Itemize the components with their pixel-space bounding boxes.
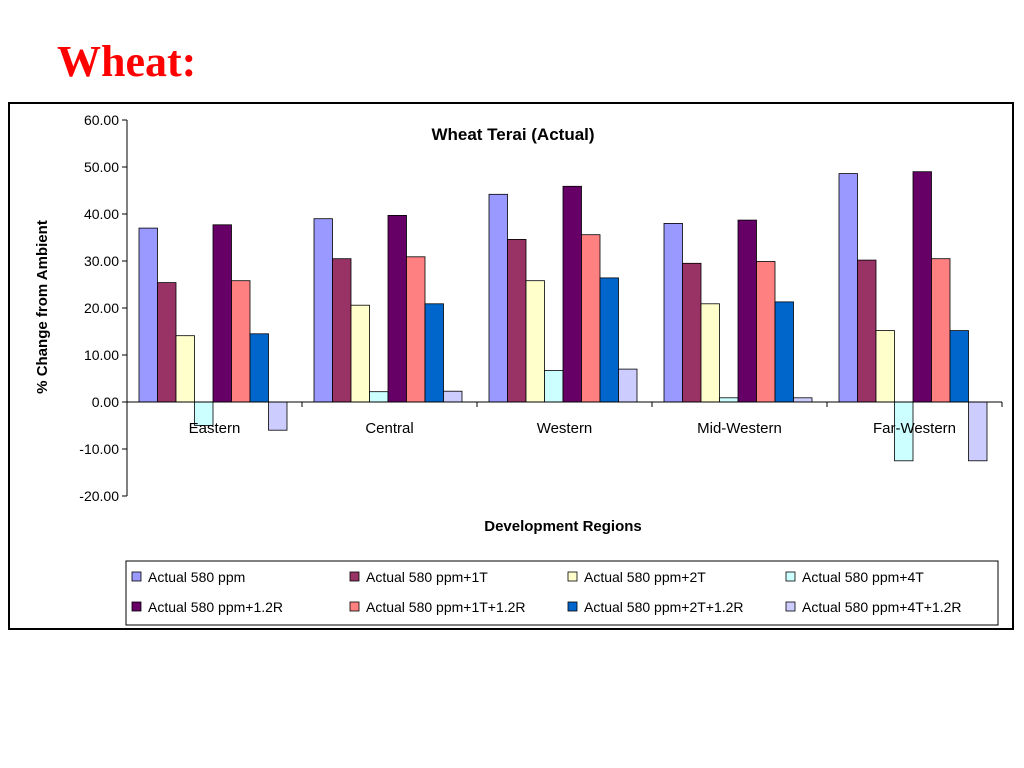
bar xyxy=(157,282,177,403)
x-category-label: Far-Western xyxy=(873,420,956,437)
legend-swatch xyxy=(785,571,796,582)
bar xyxy=(774,301,794,403)
bar xyxy=(875,330,895,403)
x-category-label: Central xyxy=(365,420,413,437)
y-axis-label: % Change from Ambient xyxy=(34,220,51,394)
plot-area: 60.00 50.00 40.00 30.00 20.00 10.00 0.00 -10.00… xyxy=(79,112,1003,504)
bar xyxy=(488,193,508,403)
bar xyxy=(369,391,389,403)
bar xyxy=(756,261,776,403)
bar xyxy=(968,401,988,462)
bar xyxy=(138,227,158,403)
bar xyxy=(424,303,444,403)
legend-box xyxy=(125,560,999,626)
legend-swatch xyxy=(131,571,142,582)
x-axis-label: Development Regions xyxy=(484,518,642,535)
bar xyxy=(249,333,269,403)
bar xyxy=(268,401,288,431)
bar xyxy=(682,262,702,403)
legend-swatch xyxy=(785,601,796,612)
bar xyxy=(406,256,426,403)
bar xyxy=(175,335,195,403)
bar xyxy=(350,304,370,403)
bar-chart: Wheat Terai (Actual) % Change from Ambie… xyxy=(34,112,1003,626)
bar xyxy=(387,215,407,403)
bar xyxy=(949,330,969,403)
legend-entry: Actual 580 ppm+1T+1.2R xyxy=(366,599,526,615)
bar xyxy=(719,397,739,403)
bar xyxy=(599,277,619,403)
bar xyxy=(737,219,757,403)
bar xyxy=(793,397,813,403)
legend-swatch xyxy=(349,571,360,582)
legend-entry: Actual 580 ppm+1T xyxy=(366,569,488,585)
bar xyxy=(443,390,463,403)
bar xyxy=(663,223,683,403)
bar xyxy=(931,258,951,403)
bar xyxy=(838,173,858,403)
legend-entry: Actual 580 ppm+1.2R xyxy=(148,599,283,615)
legend-entry: Actual 580 ppm xyxy=(148,569,245,585)
legend-swatch xyxy=(567,571,578,582)
y-tick-label: -20.00 xyxy=(79,488,119,504)
y-tick-label: 20.00 xyxy=(84,300,119,316)
bar xyxy=(581,234,601,403)
y-tick-label: 40.00 xyxy=(84,206,119,222)
bar xyxy=(700,303,720,403)
bar xyxy=(507,238,527,403)
bar xyxy=(332,258,352,403)
slide-title: Wheat: xyxy=(57,37,197,86)
x-category-label: Eastern xyxy=(189,420,241,437)
legend-entry: Actual 580 ppm+2T+1.2R xyxy=(584,599,744,615)
y-tick-label: -10.00 xyxy=(79,441,119,457)
y-tick-label: 50.00 xyxy=(84,159,119,175)
legend-entry: Actual 580 ppm+2T xyxy=(584,569,706,585)
legend-entry: Actual 580 ppm+4T+1.2R xyxy=(802,599,962,615)
bar xyxy=(857,259,877,403)
y-tick-label: 10.00 xyxy=(84,347,119,363)
bar xyxy=(562,185,582,403)
bar xyxy=(618,368,638,403)
bar xyxy=(544,370,564,403)
legend-swatch xyxy=(567,601,578,612)
chart-frame: Wheat Terai (Actual) % Change from Ambie… xyxy=(8,102,1014,630)
chart-title: Wheat Terai (Actual) xyxy=(431,125,594,144)
bar xyxy=(212,224,232,403)
x-category-label: Western xyxy=(537,420,593,437)
y-tick-label: 30.00 xyxy=(84,253,119,269)
legend-swatch xyxy=(349,601,360,612)
legend-swatch xyxy=(131,601,142,612)
x-category-label: Mid-Western xyxy=(697,420,782,437)
y-tick-label: 0.00 xyxy=(92,394,119,410)
bar xyxy=(912,171,932,403)
bar xyxy=(525,280,545,403)
legend: Actual 580 ppm Actual 580 ppm+1T Actual 58… xyxy=(125,560,999,626)
bar xyxy=(313,218,333,403)
legend-entry: Actual 580 ppm+4T xyxy=(802,569,924,585)
bar xyxy=(231,280,251,403)
y-tick-label: 60.00 xyxy=(84,112,119,128)
